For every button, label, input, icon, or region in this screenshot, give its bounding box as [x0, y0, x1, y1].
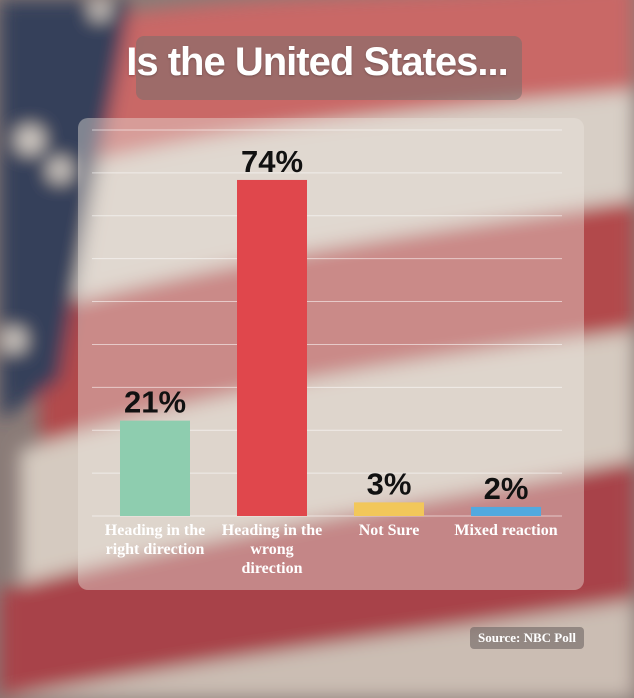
- bar-0: [120, 420, 190, 516]
- category-label-0: Heading in the right direction: [105, 522, 205, 558]
- value-label-3: 2%: [484, 471, 529, 506]
- value-label-0: 21%: [124, 385, 186, 420]
- bar-2: [354, 502, 424, 516]
- value-label-1: 74%: [241, 144, 303, 179]
- category-label-1: Heading in the wrong direction: [222, 522, 322, 577]
- bars: [120, 179, 541, 516]
- bar-3: [471, 506, 541, 516]
- category-label-2: Not Sure: [359, 522, 420, 539]
- source-note: Source: NBC Poll: [470, 627, 584, 649]
- category-label-3: Mixed reaction: [454, 522, 557, 539]
- category-labels: Heading in the right direction Heading in …: [105, 522, 558, 577]
- title-backdrop: [136, 36, 522, 100]
- bar-1: [237, 179, 307, 516]
- chart-title: Is the United States...: [126, 40, 509, 84]
- value-labels: 21% 74% 3% 2%: [124, 144, 528, 506]
- gridlines: [92, 129, 562, 517]
- value-label-2: 3%: [367, 466, 412, 501]
